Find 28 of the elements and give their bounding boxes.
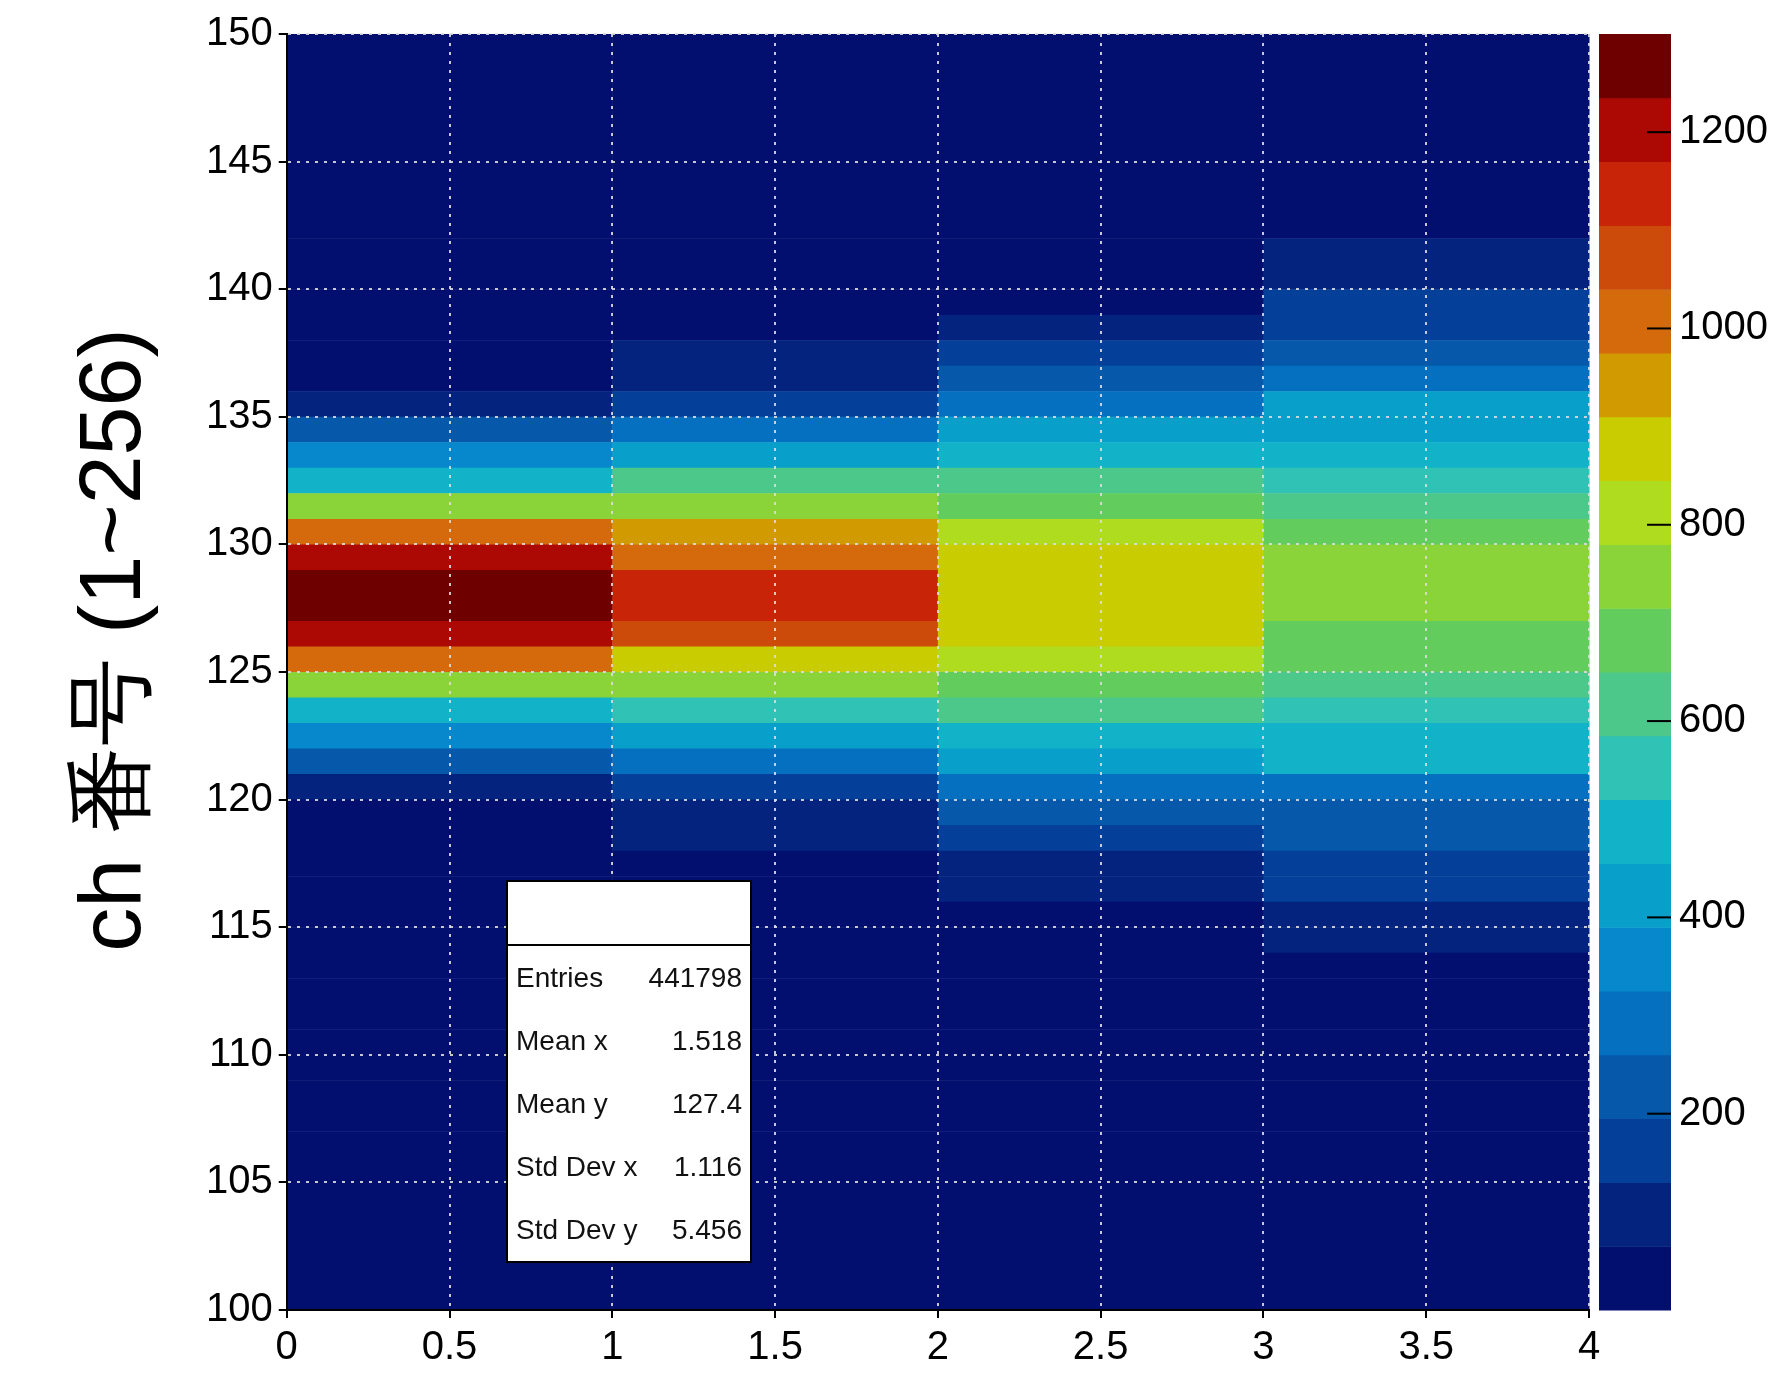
x-tick-label: 4 bbox=[1577, 1323, 1601, 1368]
x-tick-label: 3.5 bbox=[1398, 1323, 1455, 1368]
statistics-box: Entries 441798 Mean x 1.518 Mean y 127.4 Std Dev x 1.116 Std Dev y 5.456 bbox=[506, 880, 752, 1263]
y-tick-label: 135 bbox=[205, 391, 273, 436]
x-tick-label: 0 bbox=[275, 1323, 298, 1368]
y-tick-label: 145 bbox=[205, 136, 273, 181]
x-tick-label: 2 bbox=[926, 1323, 949, 1368]
y-tick-label: 125 bbox=[205, 647, 273, 692]
x-tick-label: 1 bbox=[601, 1323, 624, 1368]
y-tick-label: 105 bbox=[205, 1157, 273, 1202]
color-bar-label: 800 bbox=[1679, 499, 1746, 544]
color-bar-label: 400 bbox=[1679, 892, 1746, 937]
color-bar-label: 1000 bbox=[1679, 303, 1768, 348]
x-tick-label: 3 bbox=[1252, 1323, 1275, 1368]
color-bar-label: 200 bbox=[1679, 1088, 1746, 1133]
y-tick-label: 115 bbox=[208, 902, 273, 947]
color-bar-label: 600 bbox=[1679, 696, 1746, 741]
x-tick-label: 2.5 bbox=[1072, 1323, 1129, 1368]
x-tick-label: 0.5 bbox=[421, 1323, 478, 1368]
color-bar-label: 1200 bbox=[1679, 107, 1768, 152]
y-tick-label: 110 bbox=[208, 1029, 273, 1074]
y-axis-title: ch 番号 (1~256) bbox=[58, 328, 160, 952]
y-tick-label: 150 bbox=[205, 9, 273, 54]
y-tick-label: 100 bbox=[205, 1285, 273, 1330]
y-tick-label: 140 bbox=[205, 264, 273, 309]
y-tick-label: 130 bbox=[205, 519, 273, 564]
y-tick-label: 120 bbox=[205, 774, 273, 819]
x-tick-label: 1.5 bbox=[747, 1323, 803, 1368]
